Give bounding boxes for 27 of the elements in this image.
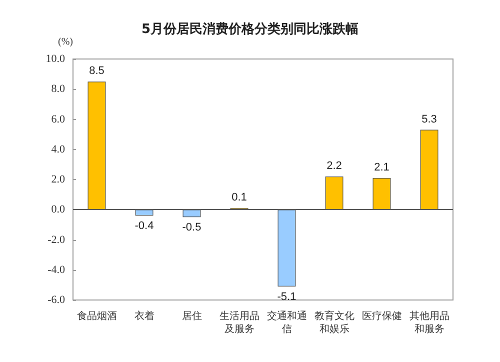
data-label: -0.4	[134, 220, 154, 232]
data-label: 5.3	[422, 113, 437, 126]
y-axis-title: (%)	[58, 36, 73, 48]
y-tick-label: 4.0	[51, 143, 66, 156]
y-tick-label: 8.0	[51, 83, 66, 96]
y-tick-label: 2.0	[51, 174, 66, 186]
x-tick-label: 医疗保健	[362, 310, 402, 322]
y-tick-label: -4.0	[48, 264, 66, 276]
x-tick-label: 衣着	[134, 310, 154, 322]
y-tick-label: 6.0	[51, 113, 66, 126]
x-tick-label: 教育文化和娱乐	[314, 310, 354, 335]
data-label: 2.2	[326, 160, 342, 172]
x-tick-label: 交通和通信	[266, 310, 307, 335]
data-label: -5.1	[277, 290, 296, 303]
data-label: 0.1	[232, 192, 247, 204]
x-tick-label: 其他用品和服务	[409, 310, 450, 335]
data-label: 2.1	[374, 161, 390, 174]
x-tick-label: 食品烟酒	[76, 310, 117, 322]
chart-title: 5月份居民消费价格分类别同比涨跌幅	[141, 22, 359, 37]
y-tick-label: 10.0	[46, 53, 66, 65]
x-tick-label: 生活用品及服务	[219, 310, 260, 335]
data-label: 8.5	[89, 65, 104, 78]
data-label: -0.5	[182, 222, 202, 234]
y-tick-label: 0.0	[51, 204, 66, 216]
y-tick-label: -6.0	[48, 294, 66, 306]
x-tick-label: 居住	[182, 311, 202, 322]
y-tick-label: -2.0	[48, 234, 66, 246]
